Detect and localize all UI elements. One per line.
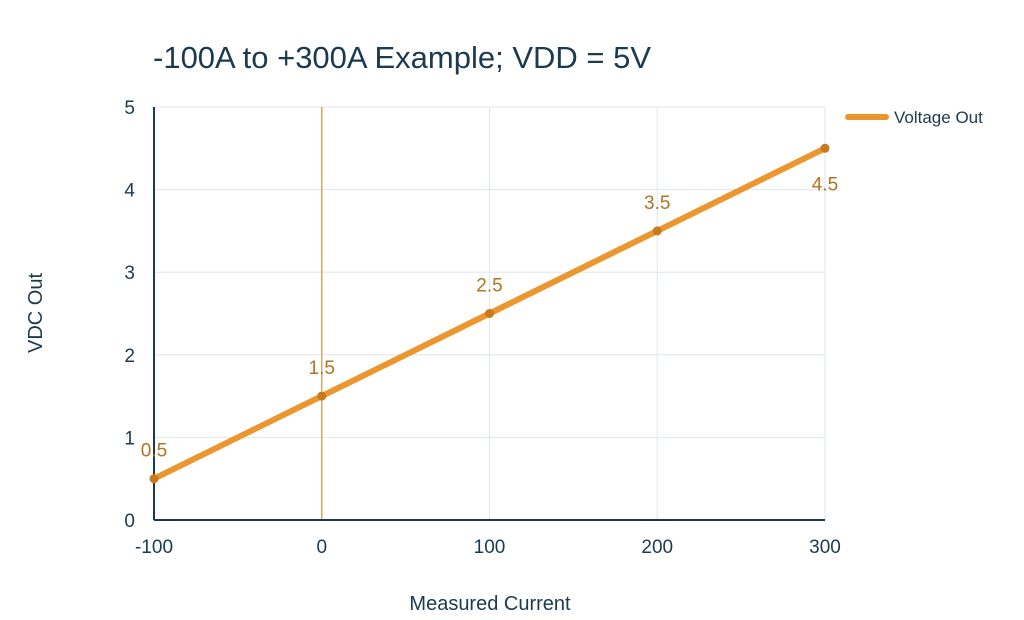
data-label: 2.5 xyxy=(476,276,502,297)
data-point xyxy=(485,309,494,318)
y-tick-label: 1 xyxy=(124,428,135,449)
axes xyxy=(153,107,825,521)
chart-title: -100A to +300A Example; VDD = 5V xyxy=(153,40,651,75)
x-tick-label: 300 xyxy=(809,537,841,558)
x-tick-label: 200 xyxy=(641,537,673,558)
data-point xyxy=(820,143,830,153)
data-point xyxy=(652,226,662,236)
x-tick-label: 100 xyxy=(474,537,506,558)
data-label: 4.5 xyxy=(812,174,838,195)
y-axis-label: VDC Out xyxy=(25,273,47,353)
legend: Voltage Out xyxy=(845,108,983,127)
data-point xyxy=(149,474,159,484)
data-point xyxy=(317,391,327,401)
y-tick-label: 5 xyxy=(124,98,135,119)
x-tick-label: 0 xyxy=(316,537,327,558)
legend-label: Voltage Out xyxy=(894,108,983,127)
y-tick-label: 0 xyxy=(124,511,135,532)
y-tick-label: 4 xyxy=(124,181,135,202)
y-tick-label: 3 xyxy=(124,263,135,284)
x-tick-label: -100 xyxy=(135,537,173,558)
y-tick-label: 2 xyxy=(124,346,135,367)
data-labels: 0.5 1.5 2.5 3.5 4.5 xyxy=(141,174,838,461)
series-layer xyxy=(149,143,830,484)
data-label: 3.5 xyxy=(644,193,670,214)
x-axis-label: Measured Current xyxy=(409,593,571,615)
data-label: 1.5 xyxy=(309,358,335,379)
data-label: 0.5 xyxy=(141,441,167,462)
